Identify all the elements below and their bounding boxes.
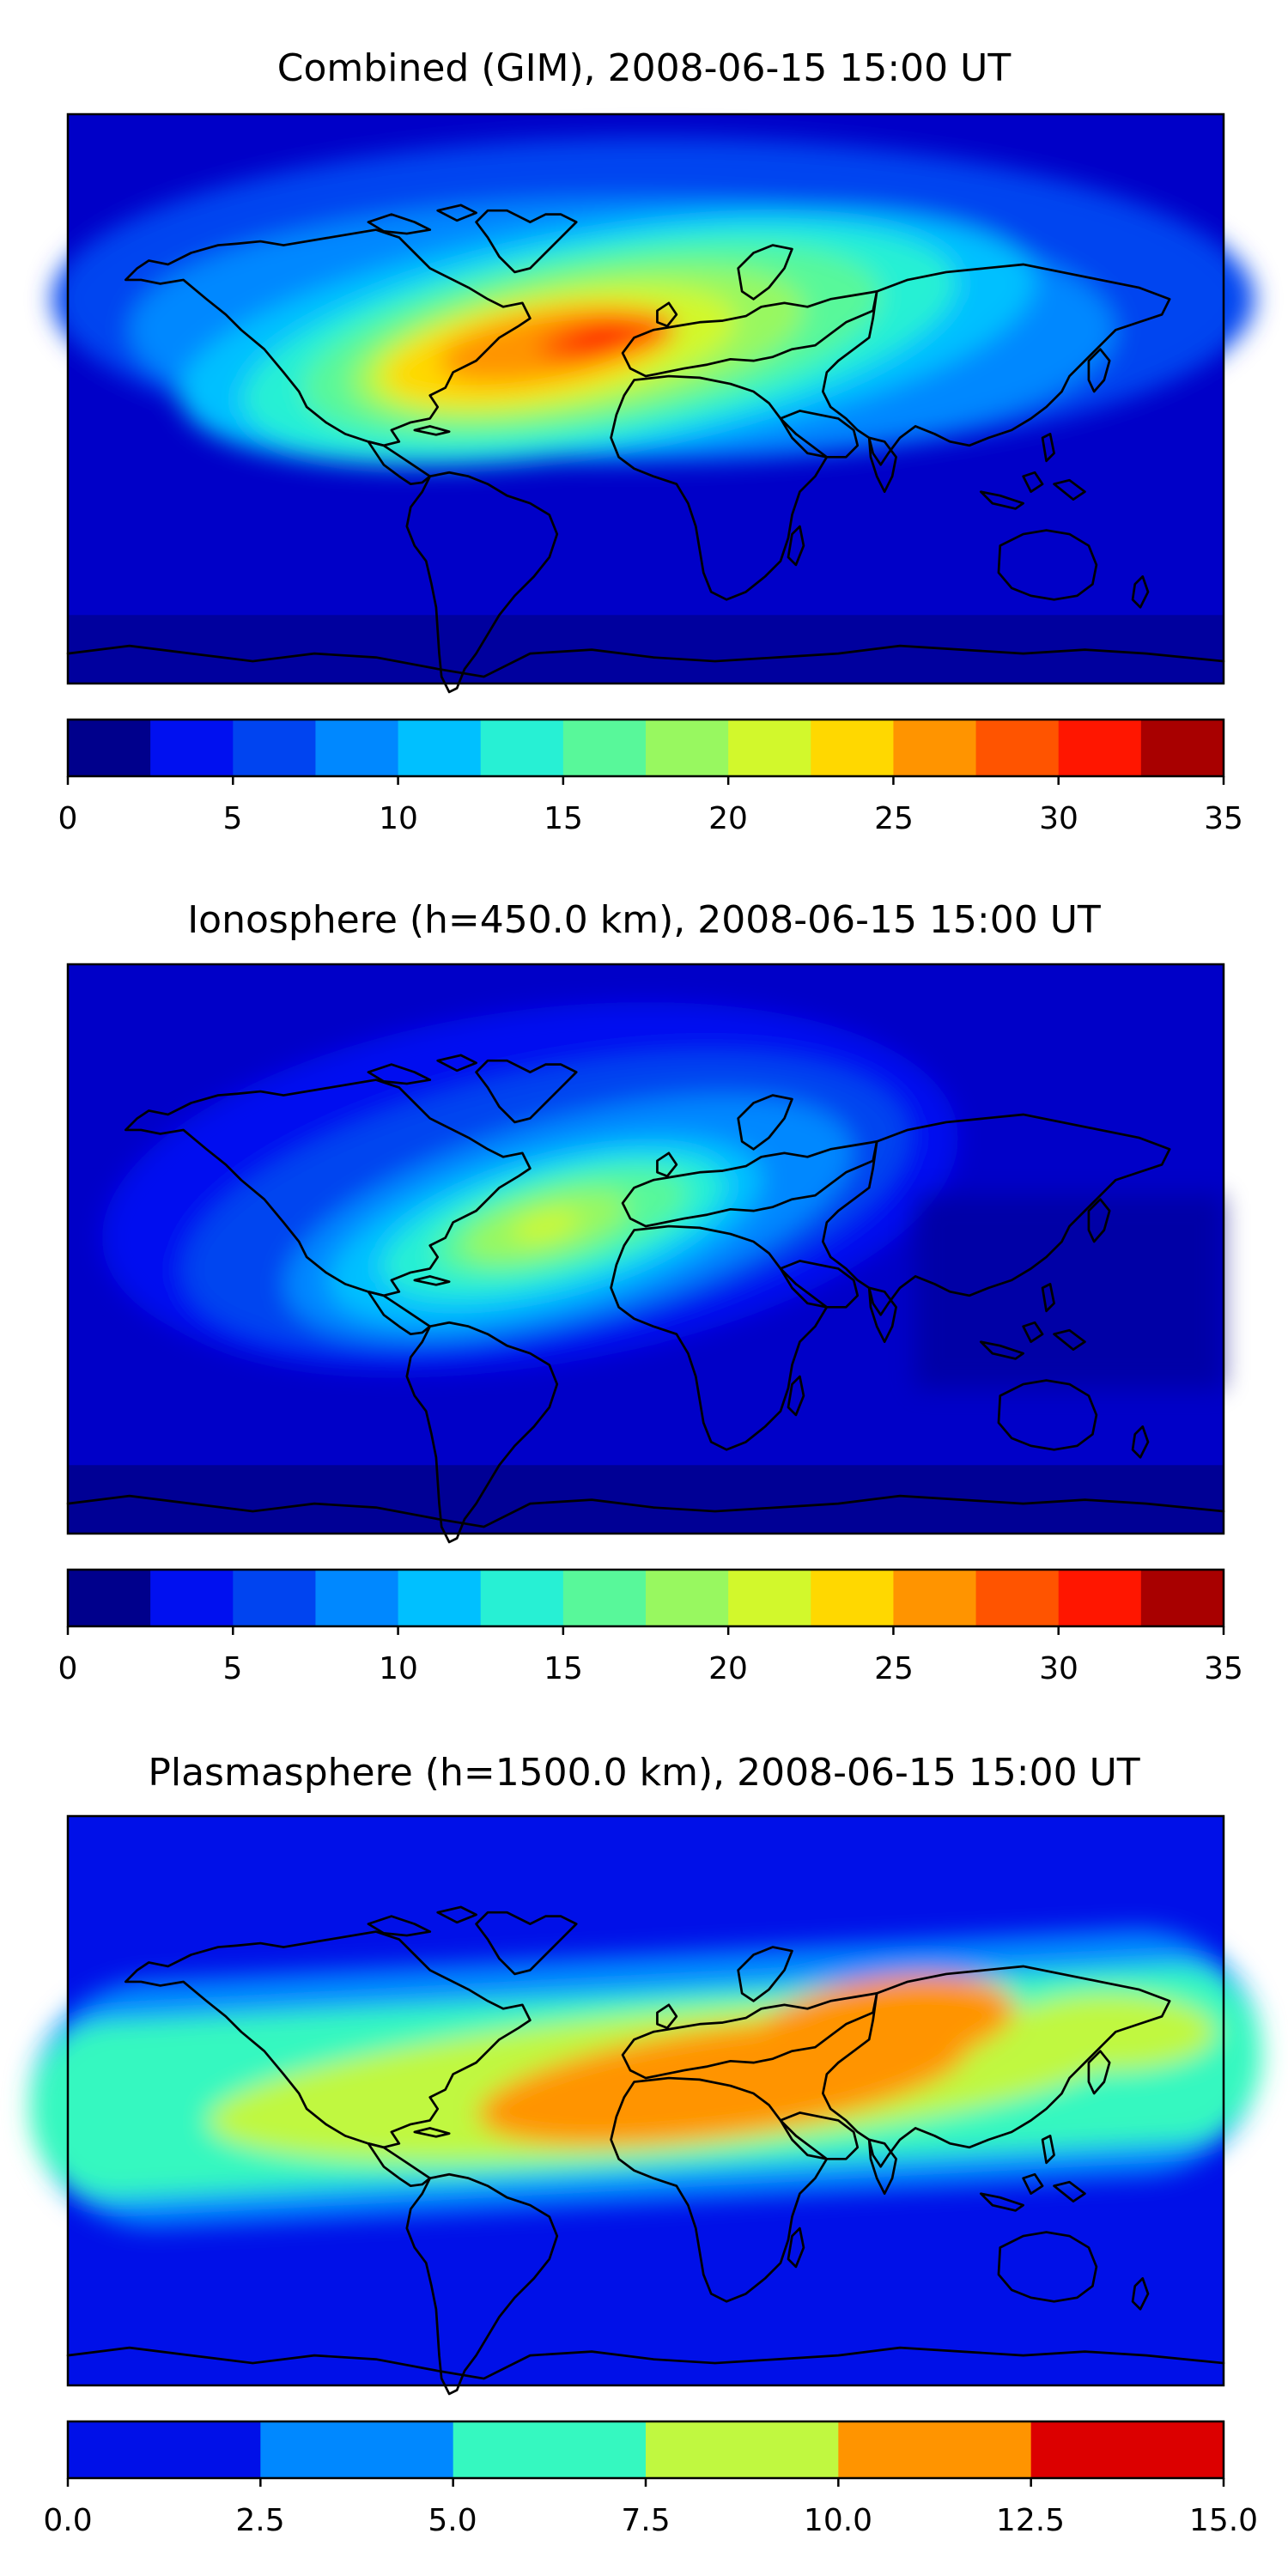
chart-3-tick-5: 12.5 <box>996 2503 1065 2538</box>
chart-3-tick-2: 5.0 <box>428 2503 477 2538</box>
chart-2-tick-2: 10 <box>379 1651 418 1686</box>
chart-2-tick-3: 15 <box>544 1651 583 1686</box>
chart-1-colorbar-segment <box>893 720 977 776</box>
chart-3-colorbar-segment <box>453 2421 647 2478</box>
chart-3-colorbar <box>66 2421 1225 2487</box>
chart-1-tick-3: 15 <box>544 801 583 836</box>
chart-1-tick-0: 0 <box>58 801 78 836</box>
chart-3-colorbar-ticks: 0.0 2.5 5.0 7.5 10.0 12.5 15.0 <box>43 2503 1258 2538</box>
chart-2-colorbar-frame <box>66 1568 1225 1628</box>
chart-2-colorbar-segment <box>68 1570 151 1626</box>
chart-1-colorbar-segment <box>562 720 647 776</box>
chart-1-colorbar-segment <box>646 720 729 776</box>
chart-3-tick-0: 0.0 <box>43 2503 92 2538</box>
chart-1-colorbar-ticks: 0 5 10 15 20 25 30 35 <box>58 801 1243 836</box>
chart-1-colorbar-frame <box>66 718 1225 778</box>
chart-2-title: Ionosphere (h=450.0 km), 2008-06-15 15:0… <box>187 898 1101 942</box>
chart-1-frame <box>66 112 1225 685</box>
chart-1-colorbar-segment <box>150 720 234 776</box>
chart-2-colorbar-segment <box>975 1570 1060 1626</box>
chart-3-tick-6: 15.0 <box>1189 2503 1258 2538</box>
chart-3-frame <box>66 1814 1225 2387</box>
chart-1-colorbar <box>66 720 1225 785</box>
chart-2-colorbar-ticks: 0 5 10 15 20 25 30 35 <box>58 1651 1243 1686</box>
chart-2-colorbar-segment <box>398 1570 482 1626</box>
chart-3-title: Plasmasphere (h=1500.0 km), 2008-06-15 1… <box>148 1751 1139 1795</box>
chart-3-colorbar-segment <box>838 2421 1032 2478</box>
chart-2-colorbar-segment <box>233 1570 317 1626</box>
chart-1-tick-4: 20 <box>708 801 748 836</box>
chart-1-colorbar-segment <box>975 720 1060 776</box>
chart-3-colorbar-segment <box>646 2421 839 2478</box>
chart-1-colorbar-segment <box>68 720 151 776</box>
chart-2-colorbar-segment <box>150 1570 234 1626</box>
chart-2-tick-1: 5 <box>223 1651 243 1686</box>
chart-2-colorbar-segment <box>811 1570 895 1626</box>
chart-1-colorbar-segment <box>315 720 399 776</box>
chart-1-title: Combined (GIM), 2008-06-15 15:00 UT <box>277 46 1012 90</box>
chart-3-colorbar-frame <box>66 2420 1225 2480</box>
chart-2-tick-5: 25 <box>874 1651 914 1686</box>
chart-2-colorbar-segment <box>728 1570 811 1626</box>
chart-1-map <box>52 114 1255 694</box>
chart-2-tick-4: 20 <box>708 1651 748 1686</box>
chart-3-tick-4: 10.0 <box>804 2503 872 2538</box>
chart-1-tick-7: 35 <box>1204 801 1243 836</box>
chart-2-frame <box>66 963 1225 1535</box>
chart-1-tick-2: 10 <box>379 801 418 836</box>
chart-2-colorbar <box>66 1570 1225 1635</box>
chart-3-colorbar-segment <box>1030 2421 1224 2478</box>
chart-2-colorbar-segment <box>893 1570 977 1626</box>
chart-2-colorbar-segment <box>646 1570 729 1626</box>
chart-3-colorbar-segment <box>260 2421 454 2478</box>
chart-1-colorbar-segment <box>480 720 564 776</box>
chart-2-tick-0: 0 <box>58 1651 78 1686</box>
chart-1-colorbar-segment <box>1058 720 1142 776</box>
chart-1-colorbar-segment <box>398 720 482 776</box>
chart-2-tick-7: 35 <box>1204 1651 1243 1686</box>
chart-1-colorbar-segment <box>728 720 811 776</box>
chart-2-colorbar-segment <box>562 1570 647 1626</box>
chart-1-colorbar-segment <box>1140 720 1224 776</box>
chart-2-colorbar-segment <box>1058 1570 1142 1626</box>
chart-2-tick-6: 30 <box>1039 1651 1078 1686</box>
chart-2-colorbar-segment <box>1140 1570 1224 1626</box>
chart-3-colorbar-segment <box>68 2421 261 2478</box>
chart-2-colorbar-segment <box>480 1570 564 1626</box>
chart-3-tick-3: 7.5 <box>621 2503 670 2538</box>
chart-1-colorbar-segment <box>811 720 895 776</box>
chart-2-colorbar-segment <box>315 1570 399 1626</box>
chart-1-tick-5: 25 <box>874 801 914 836</box>
chart-3-map <box>29 1816 1262 2396</box>
chart-3-tick-1: 2.5 <box>235 2503 284 2538</box>
chart-2-map <box>66 964 1225 1544</box>
chart-1-tick-1: 5 <box>223 801 243 836</box>
chart-1-tick-6: 30 <box>1039 801 1078 836</box>
chart-1-colorbar-segment <box>233 720 317 776</box>
